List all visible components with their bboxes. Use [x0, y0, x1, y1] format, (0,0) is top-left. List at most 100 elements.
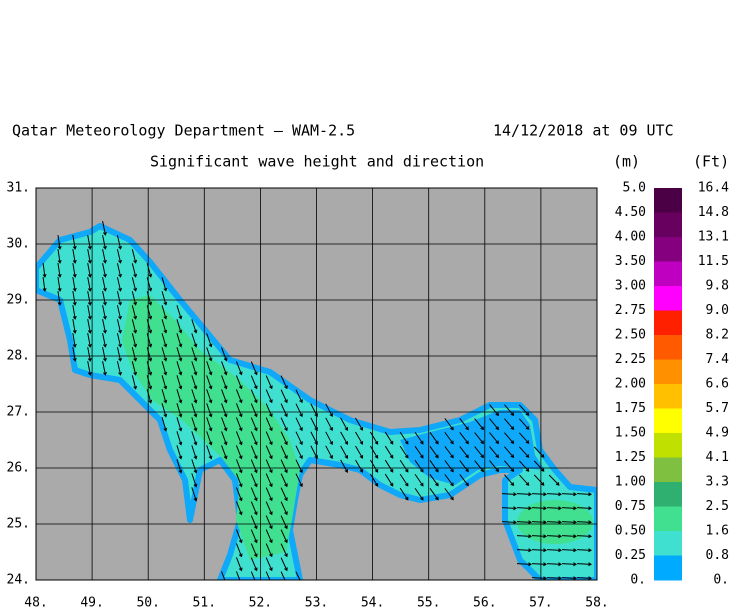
y-tick-label: 30.	[7, 237, 30, 252]
x-tick-label: 54.	[361, 596, 384, 609]
wave-arrow	[102, 347, 107, 362]
wave-arrow	[414, 459, 424, 473]
wave-arrow	[516, 492, 532, 497]
wave-arrow	[131, 291, 138, 306]
wave-arrow	[161, 375, 168, 390]
wave-arrow	[444, 460, 454, 473]
wave-arrow	[546, 520, 562, 525]
wave-arrow	[116, 305, 122, 320]
map-area	[36, 188, 597, 580]
wave-arrow	[369, 445, 379, 459]
wave-arrow	[531, 520, 547, 525]
wave-arrow	[295, 417, 303, 432]
unit-ft: (Ft)	[693, 153, 729, 171]
wave-arrow	[325, 417, 333, 432]
wave-arrow	[444, 432, 454, 445]
wave-arrow	[206, 403, 213, 418]
legend-swatch	[654, 261, 682, 287]
wave-arrow	[576, 562, 592, 567]
wave-arrow	[206, 333, 213, 348]
legend-label-ft: 14.8	[698, 205, 729, 220]
legend-swatch	[654, 188, 682, 213]
wave-arrow	[548, 474, 560, 486]
wave-arrow	[102, 319, 107, 334]
wave-arrow	[325, 403, 333, 418]
wave-arrow	[235, 487, 243, 502]
wave-arrow	[265, 515, 273, 530]
wave-arrow	[191, 375, 198, 390]
wave-arrow	[265, 543, 273, 558]
legend-swatch	[654, 531, 682, 556]
wave-arrow	[516, 506, 532, 511]
wave-arrow	[72, 263, 77, 278]
wave-arrow	[250, 445, 258, 460]
wave-arrow	[504, 446, 515, 459]
legend-label-ft: 16.4	[698, 181, 729, 196]
wave-arrow	[399, 487, 409, 501]
wave-arrow	[265, 403, 273, 418]
axis-labels: 48. 49. 50. 51. 52. 53. 54. 55. 56. 57. 58. 24. 25. 2…	[7, 181, 609, 609]
wave-arrow	[250, 473, 258, 488]
wave-arrow	[280, 501, 288, 516]
wave-arrow	[176, 445, 183, 460]
wave-arrow	[265, 431, 273, 446]
wave-arrow	[489, 404, 500, 417]
y-tick-label: 31.	[7, 181, 30, 196]
wave-arrow	[57, 235, 62, 250]
subtitle: Significant wave height and direction	[150, 153, 484, 171]
wave-arrow	[516, 534, 532, 539]
wave-arrow	[176, 459, 183, 474]
wave-arrow	[489, 446, 500, 459]
wave-arrow	[280, 473, 288, 488]
wave-arrow	[87, 263, 92, 278]
x-tick-label: 55.	[417, 596, 440, 609]
wave-arrow	[414, 473, 424, 487]
wave-arrow	[87, 305, 92, 320]
wave-arrow	[250, 417, 258, 432]
legend-swatch	[654, 286, 682, 311]
wave-arrow	[355, 431, 364, 445]
wave-arrow	[250, 515, 258, 530]
wave-arrow	[176, 347, 183, 362]
wave-arrow	[161, 305, 168, 320]
legend-label-m: 3.50	[615, 254, 646, 269]
wave-arrow	[131, 361, 138, 376]
wave-arrow	[518, 418, 530, 430]
wave-arrow	[280, 571, 286, 580]
wave-arrow	[221, 389, 228, 404]
wave-arrow	[295, 431, 303, 446]
wave-arrow	[87, 361, 92, 376]
wave-arrow	[295, 473, 303, 488]
legend-label-ft: 1.6	[706, 524, 729, 539]
wave-arrow	[161, 417, 168, 432]
wave-arrow	[116, 277, 122, 292]
wave-arrow	[533, 474, 545, 486]
wave-arrow	[295, 459, 303, 474]
wave-arrow	[280, 375, 288, 390]
wave-arrow	[459, 418, 469, 431]
wave-arrow	[146, 263, 153, 278]
wave-arrow	[444, 418, 454, 431]
wave-arrow	[250, 529, 258, 544]
map-frame	[35, 187, 598, 581]
wave-arrow	[340, 445, 348, 459]
wave-arrow	[72, 235, 77, 250]
wave-arrow	[459, 460, 469, 473]
y-tick-label: 29.	[7, 293, 30, 308]
legend-swatch	[654, 433, 682, 458]
wave-arrow	[116, 333, 122, 348]
wave-arrow	[533, 446, 545, 458]
wave-arrow	[176, 375, 183, 390]
legend-label-m: 1.00	[615, 475, 646, 490]
legend-swatch	[654, 482, 682, 507]
wave-arrow	[265, 417, 273, 432]
wave-arrow	[221, 361, 228, 376]
legend-label-ft: 3.3	[706, 475, 729, 490]
wave-arrow	[72, 333, 77, 348]
wave-arrow	[221, 431, 228, 446]
wave-arrow	[235, 501, 243, 516]
wave-arrow	[474, 460, 484, 473]
wave-arrow	[131, 319, 138, 334]
wave-arrow	[235, 389, 243, 404]
wave-arrow	[250, 375, 258, 390]
